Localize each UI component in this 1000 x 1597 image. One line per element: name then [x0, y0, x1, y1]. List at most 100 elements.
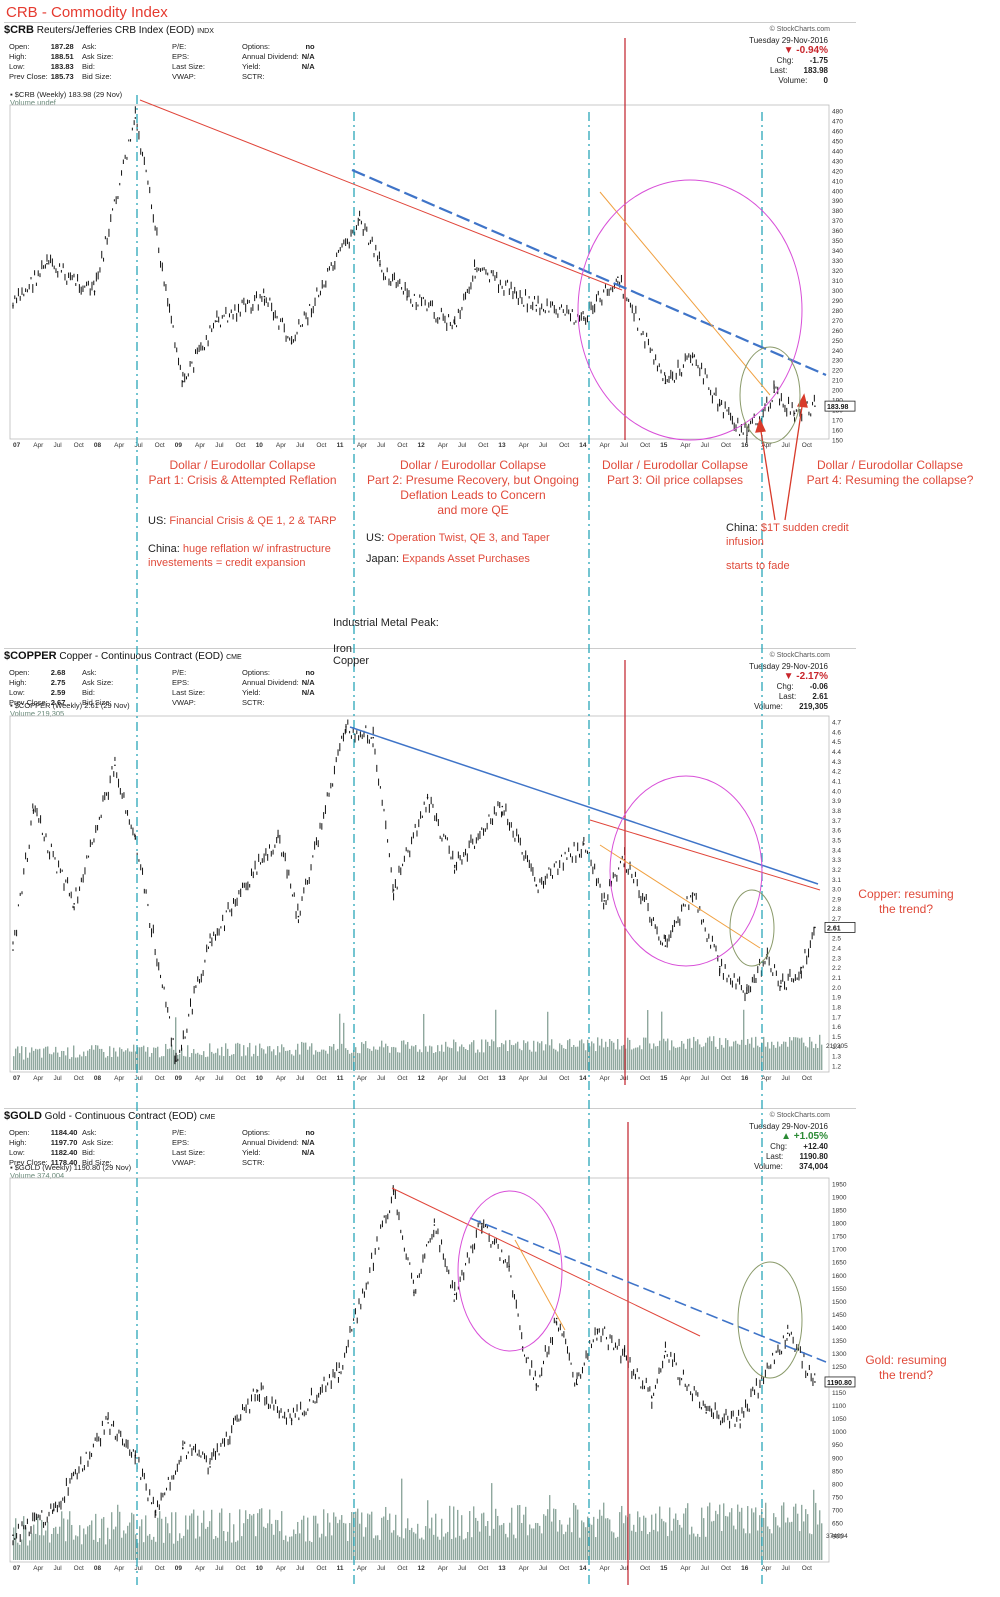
volume-bar [221, 1508, 223, 1560]
legend-volume: Volume 219,305 [10, 709, 65, 718]
y-tick-label: 4.0 [832, 788, 841, 795]
volume-bar [393, 1046, 395, 1070]
data-point [766, 955, 769, 957]
volume-bar [703, 1046, 705, 1070]
data-point [651, 1396, 653, 1399]
volume-bar [19, 1544, 21, 1560]
volume-bar [577, 1046, 579, 1070]
x-tick-label: 11 [337, 1565, 344, 1572]
x-tick-label: Oct [721, 1565, 731, 1572]
volume-bar [141, 1046, 143, 1070]
volume-bar [253, 1513, 255, 1560]
x-tick-label: Oct [74, 442, 84, 449]
volume-bar [229, 1055, 231, 1070]
volume-bar [819, 1510, 821, 1560]
volume-bar [467, 1531, 469, 1560]
volume-bar [179, 1053, 181, 1070]
y-tick-label: 460 [832, 128, 843, 135]
volume-bar [509, 1039, 511, 1070]
volume-bar [757, 1530, 759, 1560]
volume-bar [157, 1046, 159, 1070]
quote-label: Annual Dividend: [242, 678, 299, 687]
volume-bar [199, 1536, 201, 1560]
x-tick-label: 16 [741, 1075, 749, 1082]
volume-bar [381, 1040, 383, 1070]
volume-bar [235, 1541, 237, 1560]
quote-value: 2.68 [50, 668, 66, 677]
quote-table-0: Open: 1184.40 High: 1197.70 Low: 1182.40 Prev … [9, 1128, 87, 1168]
quote-label: VWAP: [172, 72, 196, 81]
quote-label: VWAP: [172, 1158, 196, 1167]
x-tick-label: Jul [134, 1075, 143, 1082]
volume-bar [261, 1048, 263, 1070]
phase3-text: Dollar / Eurodollar Collapse Part 3: Oil… [601, 458, 749, 487]
x-tick-label: Jul [215, 1565, 224, 1572]
y-tick-label: 3.1 [832, 877, 841, 884]
volume-bar [559, 1520, 561, 1560]
volume-bar [807, 1514, 809, 1560]
data-point [32, 809, 35, 812]
x-tick-label: 13 [498, 442, 506, 449]
volume-bar [217, 1048, 219, 1070]
volume-bar [169, 1048, 171, 1070]
volume-bar [677, 1047, 679, 1070]
quote-label: EPS: [172, 1138, 190, 1147]
volume-bar [129, 1522, 131, 1560]
y-tick-label: 280 [832, 308, 843, 315]
data-point [290, 342, 293, 344]
volume-bar [491, 1483, 493, 1560]
volume-bar [29, 1540, 31, 1560]
panel-top-border [4, 648, 856, 649]
volume-bar [633, 1524, 635, 1560]
volume-bar [107, 1527, 109, 1560]
volume-bar [653, 1529, 655, 1560]
japan-note: Japan: Expands Asset Purchases [366, 552, 530, 566]
volume-bar [79, 1054, 81, 1070]
x-tick-label: Oct [155, 442, 165, 449]
volume-bar [555, 1509, 557, 1560]
volume-bar [115, 1051, 117, 1070]
volume-bar [651, 1514, 653, 1560]
y-tick-label: 2.8 [832, 906, 841, 913]
volume-bar [279, 1531, 281, 1560]
volume-bar [697, 1039, 699, 1070]
volume-bar [315, 1515, 317, 1560]
volume-bar [257, 1055, 259, 1070]
volume-bar [115, 1526, 117, 1560]
exchange: INDX [197, 28, 214, 35]
volume-bar [193, 1049, 195, 1070]
quote-box-value: 2.61 [812, 692, 828, 701]
volume-bar [449, 1505, 451, 1560]
quote-label: EPS: [172, 678, 190, 687]
y-tick-label: 2.3 [832, 955, 841, 962]
volume-bar [767, 1526, 769, 1560]
volume-bar [813, 1489, 815, 1560]
quote-box-row: Volume: 0 [749, 76, 828, 86]
quote-label: Ask: [82, 668, 97, 677]
volume-bar [365, 1527, 367, 1560]
x-tick-label: 07 [13, 1075, 21, 1082]
volume-bar [627, 1037, 629, 1070]
x-tick-label: Jul [377, 1565, 386, 1572]
volume-bar [477, 1520, 479, 1560]
volume-bar [175, 1512, 177, 1560]
y-tick-label: 450 [832, 138, 843, 145]
quote-value: 2.67 [50, 698, 66, 707]
volume-bar [731, 1508, 733, 1560]
volume-bar [283, 1539, 285, 1560]
symbol: $COPPER [4, 650, 57, 662]
volume-bar [307, 1517, 309, 1560]
volume-bar [781, 1044, 783, 1070]
volume-bar [817, 1524, 819, 1560]
y-tick-label: 170 [832, 418, 843, 425]
quote-table-3: Options: no Annual Dividend: N/A Yield: N/A SC… [242, 668, 325, 708]
volume-bar [387, 1046, 389, 1070]
y-tick-label: 950 [832, 1442, 843, 1449]
data-point [209, 941, 211, 943]
x-tick-label: Apr [680, 1565, 691, 1572]
y-tick-label: 1150 [832, 1390, 846, 1397]
quote-date: Tuesday 29-Nov-2016 [749, 1122, 828, 1131]
volume-bar [579, 1537, 581, 1560]
volume-bar [31, 1533, 33, 1560]
x-tick-label: Apr [680, 1075, 691, 1082]
